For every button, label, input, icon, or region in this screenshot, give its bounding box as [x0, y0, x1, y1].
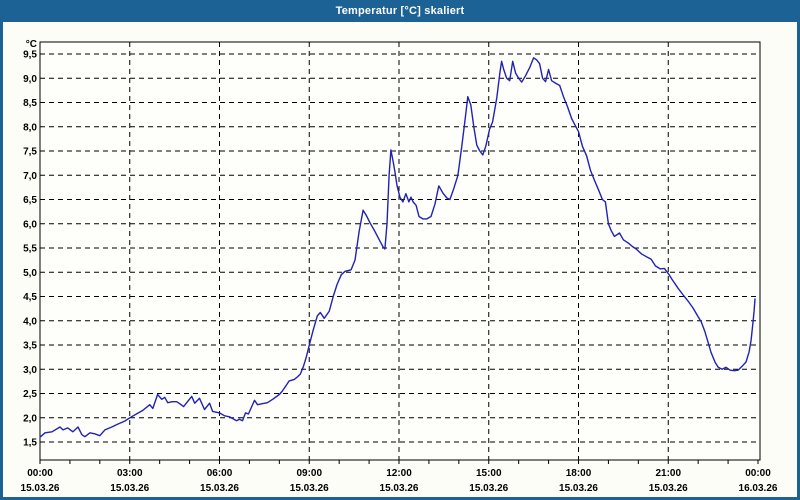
- y-axis-label: 6,0: [23, 219, 37, 230]
- plot-frame: [39, 41, 761, 461]
- y-axis-label: 9,0: [23, 74, 37, 85]
- window-titlebar[interactable]: Temperatur [°C] skaliert: [0, 0, 800, 22]
- x-axis-time-label: 03:00: [117, 468, 143, 479]
- x-axis-labels: 00:00 15.03.26 03:00 15.03.26 06:00 15.03.26 0…: [21, 468, 778, 494]
- x-axis-time-label: 00:00: [745, 468, 771, 479]
- x-axis-date-label: 15.03.26: [200, 483, 239, 494]
- x-axis-time-label: 15:00: [476, 468, 502, 479]
- x-axis-date-label: 15.03.26: [559, 483, 598, 494]
- y-axis-label: 4,5: [23, 292, 37, 303]
- y-axis-label: 7,5: [23, 147, 37, 158]
- x-axis-time-label: 09:00: [296, 468, 322, 479]
- x-axis-date-label: 15.03.26: [21, 483, 60, 494]
- plot-background: [40, 42, 760, 460]
- window-title: Temperatur [°C] skaliert: [335, 5, 465, 17]
- x-axis-date-label: 15.03.26: [649, 483, 688, 494]
- y-axis-label: 3,0: [23, 365, 37, 376]
- y-axis-label: 4,0: [23, 316, 37, 327]
- y-axis-label: 5,0: [23, 268, 37, 279]
- x-axis-time-label: 00:00: [27, 468, 53, 479]
- x-axis-time-label: 18:00: [566, 468, 592, 479]
- y-axis-label: 9,5: [23, 50, 37, 61]
- vertical-gridlines: [129, 42, 669, 460]
- y-axis-label: 8,0: [23, 122, 37, 133]
- y-axis-label: 2,5: [23, 389, 37, 400]
- x-axis-date-label: 15.03.26: [110, 483, 149, 494]
- y-axis-label: 2,0: [23, 413, 37, 424]
- horizontal-gridlines: [40, 53, 760, 443]
- x-axis-time-label: 21:00: [655, 468, 681, 479]
- y-axis-label: 8,5: [23, 98, 37, 109]
- x-axis-date-label: 15.03.26: [290, 483, 329, 494]
- x-axis-date-label: 15.03.26: [380, 483, 419, 494]
- x-axis-date-label: 16.03.26: [739, 483, 778, 494]
- x-axis-time-label: 06:00: [207, 468, 233, 479]
- x-axis-date-label: 15.03.26: [469, 483, 508, 494]
- y-axis-label: 6,5: [23, 195, 37, 206]
- x-axis-time-label: 12:00: [386, 468, 412, 479]
- chart-area: °C 9,5 9,0 8,5 8,0 7,5 7,0 6,5 6,0 5,5 5,0 4,5 4,0 3,…: [3, 22, 797, 497]
- x-axis-ticks: [39, 460, 759, 464]
- y-axis-label: 7,0: [23, 171, 37, 182]
- y-axis-unit-label: °C: [26, 39, 37, 50]
- y-axis-label: 1,5: [23, 438, 37, 449]
- y-axis-label: 3,5: [23, 341, 37, 352]
- y-axis-label: 5,5: [23, 244, 37, 255]
- y-axis-labels: 9,5 9,0 8,5 8,0 7,5 7,0 6,5 6,0 5,5 5,0 4,5 4,0 3,5 3…: [23, 50, 37, 449]
- temperature-series-line: [39, 57, 756, 438]
- temperature-line-chart: °C9,5 9,0 8,5 8,0 7,5 7,0 6,5 6,0 5,5 5,0 4,5 4,0 3,…: [21, 39, 778, 494]
